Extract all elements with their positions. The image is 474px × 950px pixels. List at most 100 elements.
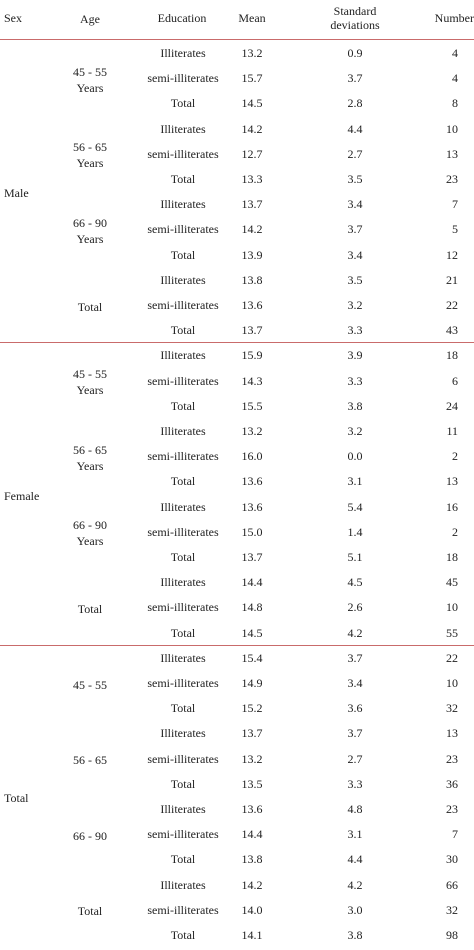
- age-label-line2: Years: [76, 534, 104, 549]
- age-label-line1: 56 - 65: [73, 140, 107, 155]
- number-cell: 22: [446, 650, 458, 665]
- mean-cell: 14.0: [241, 902, 263, 917]
- sd-cell: 3.5: [347, 272, 363, 287]
- number-cell: 55: [446, 625, 458, 640]
- number-cell: 5: [452, 222, 458, 237]
- education-cell: semi-illiterates: [147, 373, 219, 388]
- sd-cell: 3.3: [347, 323, 363, 338]
- mean-cell: 14.2: [241, 121, 263, 136]
- age-label-line1: 45 - 55: [73, 367, 107, 382]
- education-cell: semi-illiterates: [147, 676, 219, 690]
- education-cell: Total: [170, 172, 196, 186]
- sd-cell: 3.1: [347, 827, 363, 842]
- sd-cell: 4.8: [347, 802, 363, 816]
- mean-cell: 13.6: [241, 499, 263, 514]
- age-label-line2: Years: [76, 232, 104, 246]
- age-group-label: 45 - 55: [60, 677, 120, 693]
- education-cell: Illiterates: [160, 348, 206, 363]
- sd-cell: 5.1: [347, 550, 363, 564]
- number-cell: 4: [452, 46, 458, 60]
- header-age: Age: [80, 12, 100, 26]
- education-cell: Total: [170, 550, 196, 564]
- education-cell: Total: [170, 96, 196, 111]
- header-sex: Sex: [4, 11, 22, 25]
- mean-cell: 14.8: [241, 600, 263, 615]
- mean-cell: 15.0: [241, 524, 263, 539]
- sd-cell: 3.0: [347, 902, 363, 917]
- number-cell: 32: [446, 701, 458, 716]
- sd-cell: 0.9: [347, 46, 363, 60]
- number-cell: 32: [446, 902, 458, 917]
- sd-cell: 4.5: [347, 575, 363, 590]
- header-education: Education: [157, 11, 207, 25]
- education-cell: Illiterates: [160, 424, 206, 438]
- age-label-line1: Total: [77, 602, 103, 616]
- number-cell: 22: [446, 298, 458, 312]
- mean-cell: 13.7: [241, 197, 263, 212]
- sd-cell: 2.6: [347, 600, 363, 615]
- number-cell: 23: [446, 172, 458, 186]
- education-cell: Total: [170, 474, 196, 489]
- number-cell: 18: [446, 348, 458, 363]
- age-label-line1: 56 - 65: [73, 442, 107, 457]
- education-cell: semi-illiterates: [147, 298, 219, 312]
- mean-cell: 15.9: [241, 348, 263, 363]
- education-cell: semi-illiterates: [147, 222, 219, 237]
- number-cell: 36: [446, 776, 458, 791]
- number-cell: 2: [452, 449, 458, 464]
- sd-cell: 3.1: [347, 474, 363, 489]
- sd-cell: 2.7: [347, 751, 363, 766]
- sd-cell: 3.3: [347, 373, 363, 388]
- education-cell: Total: [170, 852, 196, 867]
- mean-cell: 14.2: [241, 877, 263, 892]
- number-cell: 2: [452, 524, 458, 539]
- education-cell: semi-illiterates: [147, 449, 219, 464]
- education-cell: semi-illiterates: [147, 146, 219, 161]
- mean-cell: 15.7: [241, 71, 263, 86]
- age-group-label: 56 - 65 Years: [60, 139, 120, 171]
- sd-cell: 3.5: [347, 172, 363, 186]
- header-mean: Mean: [238, 11, 266, 25]
- mean-cell: 12.7: [241, 146, 263, 161]
- sd-cell: 3.3: [347, 776, 363, 791]
- number-cell: 11: [446, 424, 458, 438]
- education-cell: Illiterates: [160, 197, 206, 212]
- number-cell: 30: [446, 852, 458, 867]
- sd-cell: 4.4: [347, 121, 363, 136]
- education-cell: Illiterates: [160, 802, 206, 816]
- mean-cell: 16.0: [241, 449, 263, 464]
- age-label-line1: 66 - 90: [73, 518, 107, 533]
- age-label-line2: Years: [76, 383, 104, 398]
- education-cell: Total: [170, 776, 196, 791]
- mean-cell: 14.3: [241, 373, 263, 388]
- mean-cell: 15.5: [241, 398, 263, 413]
- age-group-label: Total: [60, 299, 120, 315]
- sd-cell: 3.8: [347, 928, 363, 942]
- age-label-line1: Total: [77, 299, 103, 314]
- age-label-line1: 66 - 90: [73, 828, 107, 843]
- mean-cell: 13.6: [241, 802, 263, 816]
- number-cell: 6: [452, 373, 458, 388]
- age-group-label: Total: [60, 601, 120, 617]
- mean-cell: 13.5: [241, 776, 263, 791]
- sd-cell: 1.4: [347, 524, 363, 539]
- group-divider: [0, 644, 474, 646]
- mean-cell: 13.2: [241, 751, 263, 766]
- age-label-line2: Years: [76, 458, 104, 473]
- age-group-label: 56 - 65 Years: [60, 442, 120, 474]
- education-cell: Total: [170, 398, 196, 413]
- mean-cell: 13.8: [241, 852, 263, 867]
- education-cell: Illiterates: [160, 272, 206, 287]
- education-cell: semi-illiterates: [147, 827, 219, 842]
- sd-cell: 3.8: [347, 398, 363, 413]
- sd-cell: 3.4: [347, 676, 363, 690]
- header-standard-deviations: Standard deviations: [322, 4, 388, 32]
- mean-cell: 13.3: [241, 172, 263, 186]
- education-cell: Illiterates: [160, 877, 206, 892]
- number-cell: 12: [446, 247, 458, 262]
- mean-cell: 15.2: [241, 701, 263, 716]
- sd-cell: 2.7: [347, 146, 363, 161]
- mean-cell: 13.7: [241, 726, 263, 741]
- education-cell: Total: [170, 928, 196, 942]
- age-group-label: Total: [60, 903, 120, 919]
